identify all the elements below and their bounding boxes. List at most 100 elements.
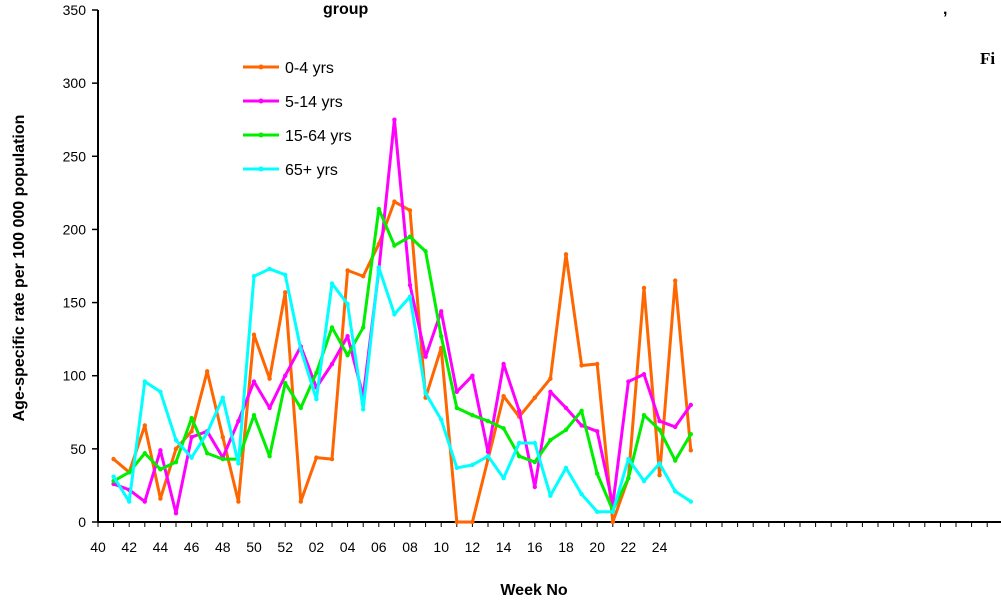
data-point [657, 461, 662, 466]
data-point [361, 325, 366, 330]
data-point [236, 499, 241, 504]
data-point [283, 373, 288, 378]
series-line [112, 200, 693, 524]
data-point [548, 389, 553, 395]
data-point [485, 449, 491, 454]
data-point [485, 418, 491, 424]
data-point [517, 453, 522, 459]
data-point [267, 453, 272, 459]
data-point [657, 418, 662, 424]
data-point [392, 312, 397, 317]
data-point [423, 354, 428, 359]
data-point [345, 353, 350, 358]
data-point [329, 456, 335, 462]
series-3 [111, 265, 693, 514]
x-tick-label: 12 [465, 539, 481, 555]
data-point [626, 379, 631, 384]
plot-area: 0 50 100 150 200 250 300 350 40 42 44 46 48 50 52 02 04… [63, 2, 1001, 555]
data-point [517, 440, 522, 446]
data-point [314, 370, 319, 375]
data-point [205, 369, 210, 374]
data-point [205, 451, 210, 456]
data-point [657, 472, 662, 478]
data-point [189, 429, 194, 434]
data-point [329, 281, 335, 286]
data-point [688, 402, 693, 408]
y-tick-label: 100 [63, 368, 87, 384]
data-point [579, 363, 584, 368]
data-point [439, 417, 444, 422]
data-point [563, 405, 569, 411]
data-point [173, 437, 179, 443]
data-point [532, 440, 537, 446]
data-point [236, 461, 241, 466]
data-point [173, 446, 179, 452]
data-point [517, 408, 522, 414]
data-point [485, 453, 491, 459]
data-point [189, 455, 194, 460]
data-point [189, 434, 194, 440]
data-point [142, 451, 147, 456]
figure-label: Fi [980, 49, 995, 68]
y-tick-label: 350 [63, 2, 87, 18]
data-point [563, 252, 569, 257]
legend-marker [258, 132, 264, 138]
data-point [501, 475, 506, 481]
data-point [392, 243, 397, 248]
y-tick-label: 250 [63, 148, 87, 164]
data-point [376, 241, 381, 247]
data-point [251, 413, 257, 418]
data-point [563, 427, 569, 433]
data-point [158, 448, 163, 453]
x-tick-label: 24 [652, 539, 668, 555]
data-point [470, 373, 475, 378]
data-point [595, 509, 600, 514]
data-point [236, 418, 241, 424]
y-tick-label: 150 [63, 295, 87, 311]
data-point [641, 285, 647, 291]
data-point [439, 309, 444, 314]
x-tick-label: 08 [402, 539, 418, 555]
data-point [361, 274, 366, 279]
data-point [673, 489, 678, 494]
data-point [610, 519, 615, 525]
data-point [376, 265, 381, 270]
data-point [470, 462, 475, 468]
legend-marker [258, 98, 264, 104]
legend-label: 5-14 yrs [285, 94, 343, 111]
data-point [127, 499, 132, 504]
data-point [329, 325, 335, 330]
data-point [283, 290, 288, 295]
data-point [158, 496, 163, 501]
y-tick-label: 300 [63, 75, 87, 91]
data-point [610, 509, 615, 514]
data-point [673, 458, 678, 463]
data-point [392, 117, 397, 122]
data-point [688, 499, 693, 504]
data-point [688, 448, 693, 453]
data-point [423, 391, 428, 396]
data-point [641, 413, 647, 418]
legend: 0-4 yrs 5-14 yrs 15-64 yrs 65+ yrs [243, 60, 352, 179]
x-tick-label: 20 [589, 539, 605, 555]
data-point [142, 423, 147, 428]
data-point [407, 294, 413, 299]
data-point [251, 274, 257, 279]
data-point [470, 519, 475, 525]
legend-marker [258, 64, 264, 70]
data-point [158, 467, 163, 472]
x-tick-label: 40 [90, 539, 106, 555]
data-point [548, 376, 553, 381]
data-point [423, 249, 428, 254]
data-point [626, 475, 631, 481]
x-tick-label: 52 [277, 539, 293, 555]
legend-marker [258, 166, 264, 172]
data-point [392, 199, 397, 204]
data-point [220, 456, 225, 462]
data-point [563, 465, 569, 471]
data-point [267, 266, 272, 272]
x-tick-label: 10 [433, 539, 449, 555]
x-tick-label: 04 [340, 539, 356, 555]
data-point [205, 430, 210, 435]
